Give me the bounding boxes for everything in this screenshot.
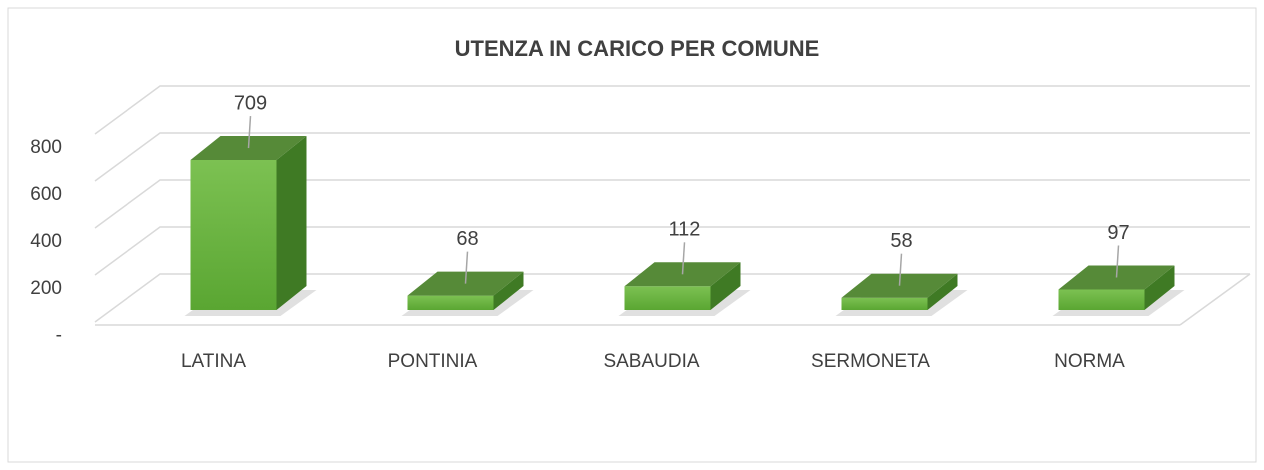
- bar-front: [841, 297, 928, 310]
- grid-line: [94, 132, 1250, 182]
- y-tick-label: 200: [30, 278, 62, 299]
- label-leader: [681, 242, 686, 275]
- x-tick-label: SABAUDIA: [603, 351, 699, 372]
- floor-right-edge: [1179, 273, 1251, 326]
- x-tick-label: NORMA: [1054, 351, 1125, 372]
- bar-front: [624, 286, 711, 310]
- label-leader: [464, 251, 469, 284]
- data-label: 97: [1107, 222, 1129, 244]
- grid-line: [94, 226, 1250, 276]
- bar-side: [493, 271, 524, 310]
- x-tick-label: PONTINIA: [388, 351, 478, 372]
- label-leader: [247, 115, 252, 149]
- label-leader: [1115, 245, 1120, 278]
- x-tick-label: LATINA: [181, 351, 246, 372]
- y-tick-label: 400: [30, 231, 62, 252]
- label-leader: [898, 253, 903, 286]
- bar-front: [1058, 289, 1145, 310]
- bar-side: [710, 262, 741, 310]
- chart-title: UTENZA IN CARICO PER COMUNE: [455, 36, 820, 61]
- bar: [184, 136, 317, 316]
- bar-side: [1144, 265, 1175, 310]
- data-label: 58: [890, 230, 912, 252]
- y-tick-label: 600: [30, 184, 62, 205]
- y-tick-label: -: [56, 325, 62, 346]
- bar-front: [407, 295, 494, 310]
- data-label: 709: [234, 92, 267, 114]
- bar: [835, 273, 968, 316]
- y-tick-label: 800: [30, 137, 62, 158]
- bar-front: [190, 160, 277, 310]
- grid-line: [94, 179, 1250, 229]
- data-label: 112: [669, 219, 701, 241]
- bar-side: [276, 136, 307, 310]
- bar-side: [927, 273, 958, 310]
- x-tick-label: SERMONETA: [811, 351, 930, 372]
- grid-line: [94, 85, 1250, 135]
- data-label: 68: [456, 228, 478, 250]
